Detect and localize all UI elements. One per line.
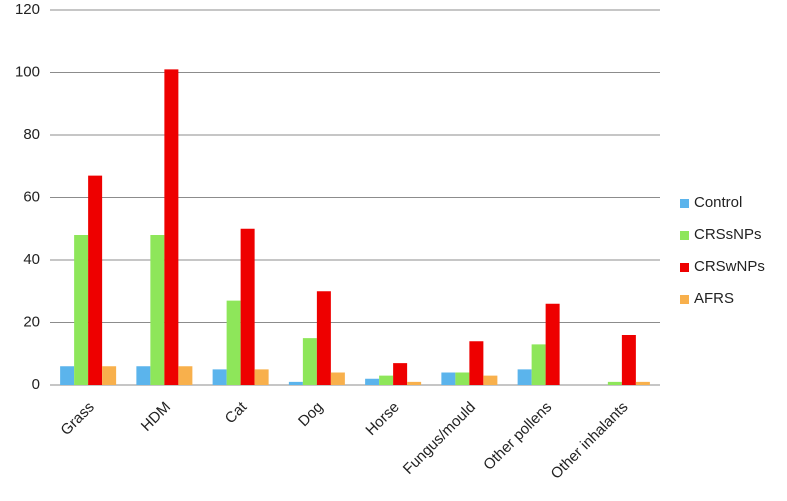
bar	[226, 300, 241, 385]
bar	[302, 338, 317, 385]
bar	[88, 175, 103, 385]
x-tick-label: Other inhalants	[548, 399, 632, 483]
x-tick-label: Horse	[362, 399, 402, 439]
bar	[164, 69, 179, 385]
x-tick-label: Grass	[57, 399, 97, 439]
y-tick-label: 40	[23, 251, 40, 268]
y-tick-label: 20	[23, 313, 40, 330]
y-tick-label: 60	[23, 188, 40, 205]
legend-swatch	[680, 295, 689, 304]
bar	[531, 344, 546, 385]
bar	[483, 375, 498, 385]
bar	[102, 366, 117, 385]
bar	[316, 291, 331, 385]
legend-label: CRSsNPs	[694, 226, 762, 243]
bar	[393, 363, 408, 385]
bar	[150, 235, 165, 385]
legend-label: Control	[694, 194, 742, 211]
bar	[407, 381, 422, 385]
bar	[288, 381, 303, 385]
y-tick-label: 100	[15, 63, 40, 80]
legend-label: CRSwNPs	[694, 258, 765, 275]
bar	[74, 235, 89, 385]
bar	[254, 369, 269, 385]
x-tick-label: Fungus/mould	[400, 399, 479, 478]
bar	[635, 381, 650, 385]
bar	[545, 303, 560, 385]
x-tick-label: HDM	[138, 399, 174, 435]
bar	[607, 381, 622, 385]
x-tick-label: Dog	[295, 399, 326, 430]
bar	[621, 335, 636, 385]
y-tick-label: 80	[23, 126, 40, 143]
x-tick-label: Other pollens	[480, 399, 555, 474]
legend-swatch	[680, 231, 689, 240]
y-tick-label: 120	[15, 1, 40, 18]
legend-swatch	[680, 263, 689, 272]
bar	[212, 369, 227, 385]
bar	[240, 228, 255, 385]
bar	[517, 369, 532, 385]
bar	[178, 366, 193, 385]
bar	[365, 378, 380, 385]
bar	[441, 372, 456, 385]
bar	[60, 366, 75, 385]
x-tick-label: Cat	[222, 398, 251, 427]
legend-swatch	[680, 199, 689, 208]
bar	[469, 341, 484, 385]
bar	[330, 372, 345, 385]
bar	[136, 366, 151, 385]
legend-label: AFRS	[694, 290, 734, 307]
bar	[379, 375, 394, 385]
y-tick-label: 0	[32, 376, 40, 393]
bar	[455, 372, 470, 385]
